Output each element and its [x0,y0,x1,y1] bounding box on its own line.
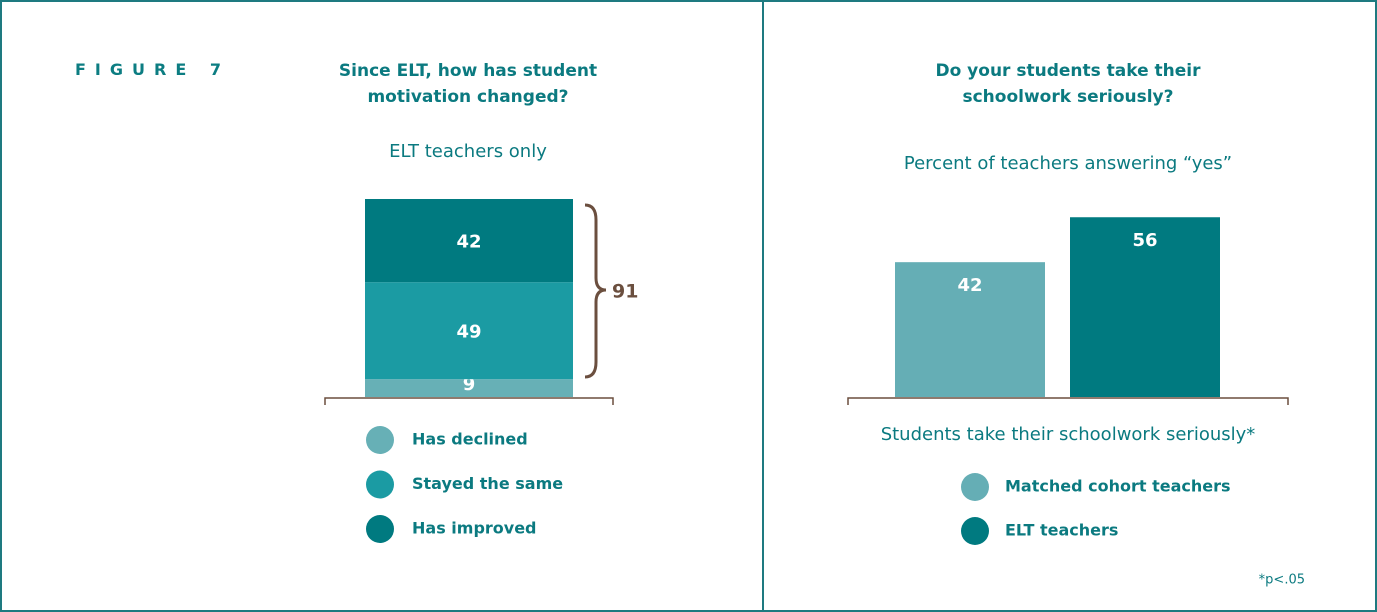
data-label: 42 [456,232,481,253]
chart-title: Since ELT, how has student motivation ch… [338,61,598,107]
legend-swatch [366,426,394,454]
bar-segment [365,379,573,397]
axis-line [324,397,614,405]
legend-swatch [961,517,989,545]
figure-label: FIGURE 7 [75,60,230,79]
data-label: 49 [456,322,481,343]
chart-subtitle: ELT teachers only [389,141,547,162]
data-label: 9 [463,374,476,395]
legend-label: Has improved [412,519,537,538]
legend-swatch [366,470,394,499]
axis-line [847,397,1289,405]
legend-label: Stayed the same [412,474,563,493]
bracket [584,203,607,379]
legend-label: Has declined [412,430,528,449]
bar [895,262,1045,397]
bar-segment [365,282,573,380]
bar-segment [365,199,573,283]
data-label: 56 [1132,230,1157,251]
legend-swatch [961,473,989,501]
annotation: 91 [612,281,638,303]
chart-title: Do your students take their schoolwork s… [935,61,1201,107]
data-label: 42 [957,275,982,296]
bar [1070,217,1220,397]
x-tick-label: Students take their schoolwork seriously… [881,424,1256,445]
legend-swatch [366,515,394,543]
chart-subtitle: Percent of teachers answering “yes” [903,153,1233,174]
footnote: *p<.05 [1259,573,1305,588]
legend-label: Matched cohort teachers [1005,477,1231,496]
legend-label: ELT teachers [1005,521,1118,540]
